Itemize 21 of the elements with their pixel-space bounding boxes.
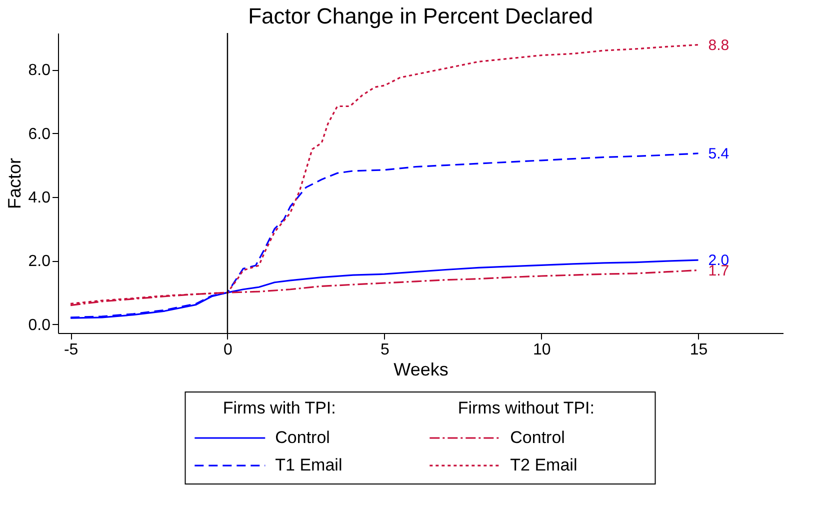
x-tick-label: -5: [64, 342, 78, 358]
legend-label: T1 Email: [275, 456, 342, 475]
y-tick-label: 2.0: [28, 253, 51, 270]
chart-title: Factor Change in Percent Declared: [248, 3, 593, 28]
x-tick-label: 15: [690, 342, 708, 358]
y-tick-label: 0.0: [28, 316, 51, 334]
y-tick-label: 4.0: [28, 190, 51, 207]
x-tick-label: 10: [532, 342, 551, 358]
legend-label: Control: [510, 428, 565, 447]
y-tick-label: 6.0: [28, 126, 51, 143]
legend-label: Control: [275, 428, 330, 447]
x-axis-title: Weeks: [394, 360, 448, 380]
x-tick-label: 0: [224, 342, 233, 358]
y-axis-title: Factor: [4, 158, 24, 210]
data-label: 8.8: [708, 36, 730, 54]
text: Firms without TPI:: [458, 398, 595, 418]
y-tick-label: 8.0: [28, 62, 51, 80]
legend-label: T2 Email: [510, 456, 578, 475]
data-label: 5.4: [708, 145, 730, 162]
text: Firms with TPI:: [222, 398, 336, 418]
x-tick-label: 5: [380, 342, 390, 358]
